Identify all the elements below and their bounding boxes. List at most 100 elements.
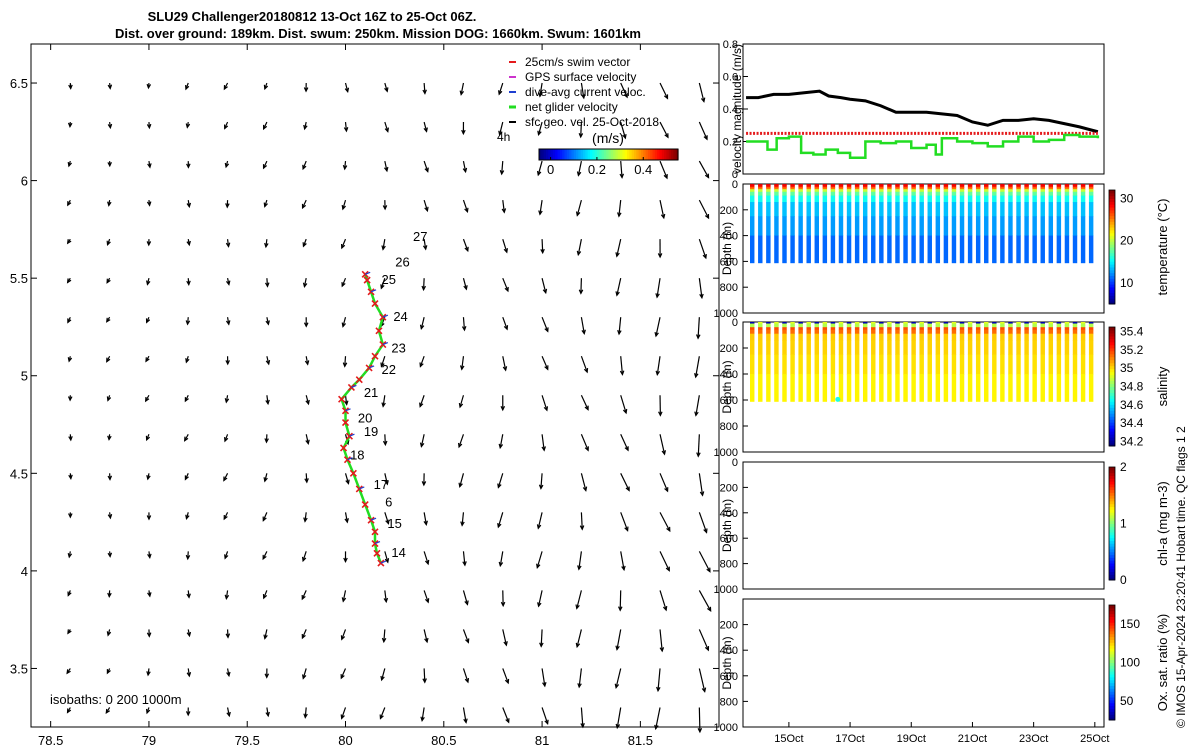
salinity-colorbar-label: salinity (1155, 366, 1170, 406)
temperature-profile-segment (992, 187, 997, 190)
legend-label: dive-avg current veloc. (525, 85, 646, 99)
sfc-velocity-arrow (305, 434, 309, 444)
temperature-profile-segment (1064, 195, 1070, 203)
map-y-tick-label: 4 (21, 564, 28, 579)
sfc-velocity-arrowhead (146, 83, 152, 90)
map-colorbar-segment (548, 149, 552, 160)
sfc-velocity-arrowhead (622, 408, 628, 415)
temperature-profile-segment (975, 184, 981, 187)
salinity-profile-segment (959, 323, 965, 326)
temperature-profile-segment (814, 235, 819, 264)
salinity-profile-segment (1024, 325, 1029, 328)
sfc-velocity-arrowhead (419, 442, 425, 448)
map-x-tick-label: 80 (338, 733, 352, 748)
swim-vector-marker (363, 276, 371, 284)
sfc-velocity-arrowhead (186, 631, 192, 638)
salinity-profile-segment (911, 374, 916, 402)
sfc-velocity-arrow (580, 356, 588, 373)
salinity-profile-segment (975, 374, 981, 402)
temperature-colorbar-segment (1109, 275, 1115, 279)
salinity-profile-segment (1088, 325, 1094, 328)
sfc-velocity-arrow (541, 434, 545, 451)
temperature-profile-segment (1000, 185, 1005, 188)
temperature-profile-segment (822, 235, 828, 264)
salinity-profile-segment (903, 325, 908, 328)
salinity-profile-segment (750, 329, 755, 335)
salinity-profile-segment (774, 340, 779, 355)
chla-colorbar-segment (1109, 467, 1115, 471)
temperature-profile-segment (1056, 187, 1062, 190)
temperature-profile-segment (951, 187, 957, 190)
chla-colorbar-segment (1109, 568, 1115, 573)
salinity-profile-segment (992, 374, 997, 402)
oxygen-colorbar-segment (1109, 653, 1115, 658)
salinity-profile-segment (814, 340, 819, 355)
sfc-velocity-arrowhead (422, 245, 428, 251)
temperature-profile-segment (1024, 202, 1029, 217)
salinity-profile-segment (774, 374, 779, 402)
temperature-profile-segment (975, 202, 981, 217)
sfc-velocity-arrowhead (618, 606, 623, 612)
salinity-profile-segment (1016, 374, 1021, 402)
sfc-velocity-arrowhead (501, 208, 507, 214)
salinity-profile-segment (992, 322, 997, 325)
temperature-profile-segment (1024, 235, 1029, 264)
sfc-velocity-arrow (539, 200, 543, 215)
oxygen-y-tick-label: 600 (720, 671, 738, 683)
temperature-profile-segment (1072, 216, 1078, 237)
temperature-profile-segment (951, 184, 957, 187)
map-colorbar-segment (627, 149, 630, 160)
temperature-profile-segment (846, 184, 852, 187)
sfc-velocity-arrowhead (704, 646, 710, 652)
salinity-profile-segment (911, 333, 916, 341)
salinity-profile-segment (782, 333, 787, 341)
salinity-profile-segment (959, 329, 965, 335)
sfc-velocity-arrowhead (106, 357, 111, 363)
sfc-velocity-arrow (698, 707, 701, 732)
salinity-profile-segment (766, 333, 771, 341)
salinity-profile-segment (919, 333, 924, 341)
sfc-velocity-arrow (536, 551, 543, 568)
salinity-profile-segment (814, 333, 819, 341)
salinity-profile-segment (975, 327, 981, 331)
sfc-velocity-arrowhead (301, 203, 307, 210)
legend-label: 25cm/s swim vector (525, 55, 630, 69)
salinity-profile-segment (967, 323, 973, 326)
temperature-profile-segment (1056, 184, 1062, 187)
swim-vector-marker (371, 528, 379, 536)
sfc-velocity-arrow (461, 512, 465, 526)
sfc-velocity-arrow (502, 238, 508, 253)
salinity-profile-segment (959, 354, 965, 375)
temperature-profile-segment (862, 185, 868, 188)
temperature-y-tick-label: 0 (732, 179, 738, 191)
salinity-profile-segment (1008, 327, 1013, 331)
temperature-profile-segment (814, 195, 819, 203)
temperature-profile-segment (935, 216, 941, 237)
map-colorbar-segment (624, 149, 628, 160)
temperature-colorbar-segment (1109, 249, 1115, 254)
salinity-profile-segment (1080, 322, 1086, 325)
sfc-velocity-arrow (342, 317, 347, 327)
salinity-profile-segment (935, 322, 941, 325)
sfc-velocity-arrowhead (146, 671, 151, 677)
temperature-profile-segment (1024, 189, 1029, 193)
sfc-velocity-arrowhead (419, 362, 424, 368)
temperature-profile-segment (927, 187, 932, 190)
map-colorbar-segment (638, 149, 642, 160)
map-colorbar-segment (552, 149, 556, 160)
salinity-profile-segment (959, 327, 965, 331)
salinity-profile-segment (838, 333, 844, 341)
map-colorbar-segment (645, 149, 649, 160)
chla-colorbar-segment (1109, 481, 1115, 485)
sfc-velocity-arrow (420, 434, 425, 447)
salinity-profile-segment (798, 327, 803, 331)
temperature-colorbar-segment (1109, 218, 1115, 222)
salinity-profile-segment (846, 323, 852, 326)
map-colorbar-segment (647, 149, 651, 160)
chla-colorbar-tick-label: 0 (1120, 573, 1127, 587)
chla-colorbar-segment (1109, 512, 1115, 516)
map-colorbar-segment (615, 149, 619, 160)
sfc-velocity-arrowhead (185, 123, 191, 129)
temperature-profile-segment (1064, 235, 1070, 264)
temperature-profile-segment (935, 195, 941, 203)
